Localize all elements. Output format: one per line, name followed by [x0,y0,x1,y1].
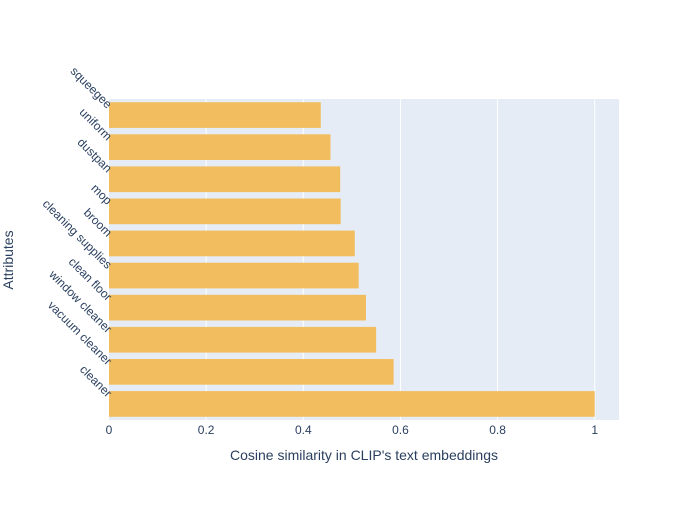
x-axis-title: Cosine similarity in CLIP's text embeddi… [230,447,498,463]
x-tick-label: 0.8 [489,423,506,437]
y-axis-title: Attributes [0,230,16,289]
x-axis-ticks: 0 0.2 0.4 0.6 0.8 1 [106,423,599,437]
bar [109,166,341,193]
bar [109,262,359,289]
y-tick-label: dustpan [75,135,115,175]
bar [109,391,595,417]
y-tick-label: squeegee [68,64,115,111]
bar [109,230,355,257]
bar [109,294,366,321]
x-tick-label: 0.4 [295,423,312,437]
bar [109,359,394,385]
bars [109,102,595,417]
bar [109,134,331,160]
bar [109,198,341,225]
x-tick-label: 0.6 [392,423,409,437]
bar [109,102,321,128]
x-tick-label: 0 [106,423,113,437]
x-tick-label: 0.2 [198,423,215,437]
bar [109,326,377,353]
x-tick-label: 1 [591,423,598,437]
